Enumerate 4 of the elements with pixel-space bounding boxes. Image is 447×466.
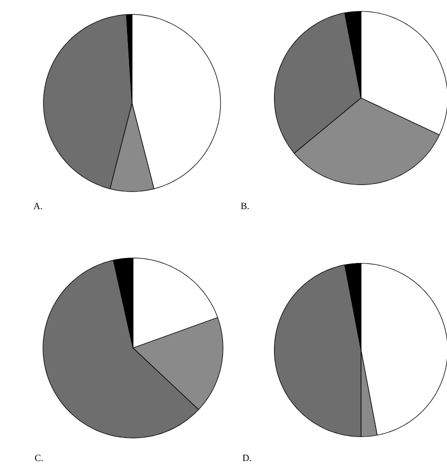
text: D. (242, 454, 251, 462)
text: A. (33, 202, 42, 210)
text: C. (35, 454, 43, 462)
text: B. (240, 202, 249, 210)
